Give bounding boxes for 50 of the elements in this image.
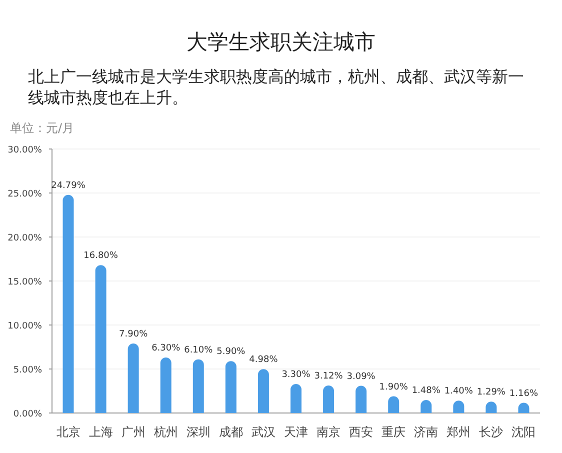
x-tick-label: 济南 bbox=[414, 425, 438, 439]
bar bbox=[290, 384, 302, 413]
y-axis-title: 单位：元/月 bbox=[10, 121, 74, 135]
x-tick-label: 杭州 bbox=[152, 425, 178, 439]
y-tick-label: 25.00% bbox=[8, 190, 42, 200]
data-label: 1.29% bbox=[476, 388, 506, 398]
chart-subtitle: 北上广一线城市是大学生求职热度高的城市，杭州、成都、武汉等新一线城市热度也在上升。 bbox=[28, 66, 525, 108]
data-label: 1.90% bbox=[379, 382, 408, 392]
y-tick-label: 5.00% bbox=[13, 366, 42, 376]
data-label: 24.79% bbox=[51, 180, 86, 191]
data-label: 3.30% bbox=[282, 370, 311, 380]
x-tick-label: 广州 bbox=[121, 425, 146, 439]
x-tick-label: 沈阳 bbox=[512, 425, 536, 439]
data-label: 3.12% bbox=[314, 372, 344, 382]
bar bbox=[95, 265, 106, 413]
y-tick-label: 30.00% bbox=[8, 146, 42, 156]
bar bbox=[192, 359, 204, 413]
x-tick-label: 成都 bbox=[218, 425, 243, 439]
x-tick-label: 重庆 bbox=[382, 425, 406, 439]
x-tick-label: 天津 bbox=[284, 425, 308, 439]
bar bbox=[258, 369, 269, 413]
x-tick-label: 深圳 bbox=[186, 425, 210, 439]
x-tick-label: 长沙 bbox=[479, 425, 504, 439]
x-tick-label: 上海 bbox=[88, 425, 113, 439]
bar bbox=[323, 386, 334, 413]
bar bbox=[160, 358, 172, 413]
data-label: 6.30% bbox=[152, 344, 181, 354]
x-tick-label: 武汉 bbox=[251, 425, 276, 439]
data-label: 4.98% bbox=[249, 355, 278, 366]
x-tick-label: 郑州 bbox=[446, 425, 471, 439]
y-tick-label: 0.00% bbox=[13, 410, 42, 420]
y-tick-label: 15.00% bbox=[8, 278, 42, 288]
x-tick-label: 西安 bbox=[349, 425, 374, 439]
data-label: 1.16% bbox=[509, 388, 538, 399]
bar bbox=[225, 361, 236, 413]
data-label: 7.90% bbox=[119, 329, 148, 340]
bar bbox=[128, 343, 139, 413]
data-label: 6.10% bbox=[184, 345, 214, 356]
chart-title: 大学生求职关注城市 bbox=[186, 29, 376, 56]
bar bbox=[356, 386, 367, 413]
y-tick-label: 20.00% bbox=[8, 234, 42, 244]
data-label: 1.48% bbox=[412, 386, 441, 396]
y-tick-label: 10.00% bbox=[8, 322, 42, 332]
x-tick-label: 北京 bbox=[56, 425, 80, 439]
data-label: 16.80% bbox=[84, 251, 118, 262]
data-label: 3.09% bbox=[346, 372, 376, 382]
data-label: 1.40% bbox=[444, 386, 474, 397]
bar bbox=[62, 194, 74, 413]
data-label: 5.90% bbox=[216, 347, 246, 358]
x-tick-label: 南京 bbox=[316, 425, 341, 439]
